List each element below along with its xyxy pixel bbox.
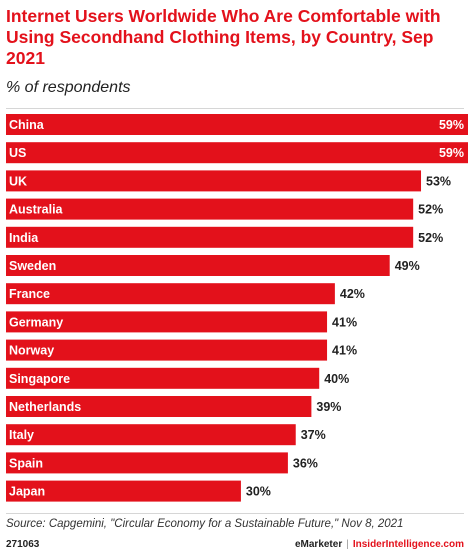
value-label: 59% [439,118,464,132]
bar-us [6,142,468,164]
value-label: 37% [301,428,326,442]
category-label: Japan [9,485,45,499]
value-label: 53% [426,174,451,188]
bar-spain [6,452,288,474]
bar-norway [6,339,328,361]
bar-netherlands [6,396,312,417]
brand-site: InsiderIntelligence.com [352,539,464,550]
value-label: 49% [395,259,420,273]
value-label: 40% [324,372,349,386]
category-label: France [9,287,50,301]
bar-france [6,283,335,305]
category-label: Spain [9,456,43,470]
chart-subtitle: % of respondents [6,79,131,96]
source-note: Source: Capgemini, "Circular Economy for… [6,518,404,530]
bar-chart: China 59% US 59% UK 53% Australia 52% India 52% Sw… [6,114,468,502]
brand-name: eMarketer [294,539,343,550]
bar-singapore [6,367,320,389]
value-label: 59% [439,146,464,160]
top-divider [6,108,464,109]
bar-australia [6,198,414,220]
chart-id: 271063 [6,539,40,550]
bar-japan [6,480,241,502]
category-label: India [9,231,39,245]
value-label: 39% [316,400,341,414]
category-label: Australia [9,203,64,217]
bar-germany [6,311,328,333]
category-label: UK [9,174,27,188]
value-label: 30% [246,485,271,499]
category-label: Italy [9,428,34,442]
category-label: Sweden [9,259,56,273]
value-label: 41% [332,315,357,329]
bar-uk [6,170,422,192]
category-label: Norway [9,344,54,358]
brand-footer: eMarketer | InsiderIntelligence.com [295,539,464,550]
bar-italy [6,424,296,446]
category-label: Netherlands [9,400,81,414]
chart-title: Internet Users Worldwide Who Are Comfort… [6,6,441,68]
category-label: Singapore [9,372,70,386]
value-label: 42% [340,287,365,301]
value-label: 52% [418,231,443,245]
bar-sweden [6,255,390,276]
bar-china [6,114,468,135]
category-label: US [9,146,26,160]
value-label: 36% [293,456,318,470]
source-divider [6,513,464,514]
value-label: 52% [418,203,443,217]
category-label: China [9,118,45,132]
category-label: Germany [9,315,63,329]
bar-india [6,226,414,248]
brand-separator: | [346,539,349,550]
value-label: 41% [332,344,357,358]
